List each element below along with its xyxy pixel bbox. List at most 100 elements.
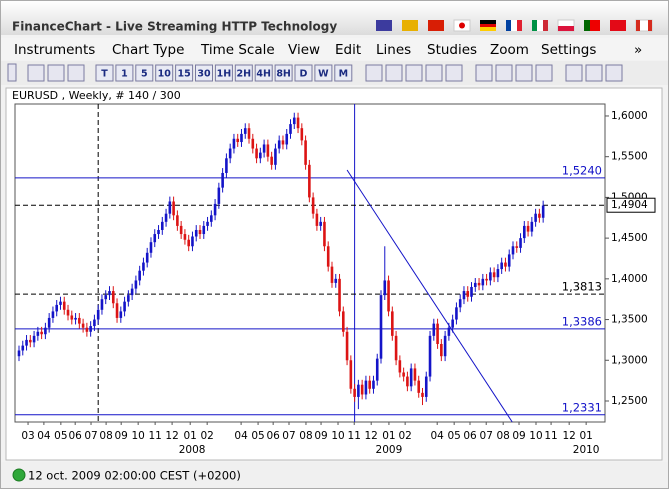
timeframe-button[interactable] [155,64,174,82]
timeframe-button[interactable] [95,64,114,82]
candle-body [157,229,160,235]
candle-body [523,225,526,239]
candle-body [232,138,236,149]
candle-body [311,197,315,214]
timeframe-button[interactable] [294,64,313,82]
menu-item[interactable]: Settings [541,42,596,58]
candle-body [489,272,492,281]
x-tick-label: 10 [529,430,542,442]
candle-body [130,288,134,296]
candle-body [455,307,458,320]
timeframe-label[interactable]: 4H [256,69,271,80]
timeframe-label[interactable]: 10 [158,69,172,80]
candle-body [443,335,447,357]
menu: Instruments Chart Type Time Scale View Edit L… [14,42,642,58]
horizontal-line-label: 1,2331 [562,400,602,414]
timeframe-button[interactable] [175,64,194,82]
timeframe-button[interactable] [135,64,154,82]
x-tick-label: 08 [99,430,112,442]
x-tick-label: 05 [54,430,67,442]
timeframe-label[interactable]: 1 [121,69,128,80]
candle-body [281,140,285,145]
candle-body [292,117,296,125]
candle-body [304,140,307,165]
timeframe-label[interactable]: T [101,69,108,80]
toolbar-icons[interactable] [7,63,623,82]
menu-item[interactable]: Studies [427,42,477,58]
timeframe-button[interactable] [115,64,134,82]
x-tick-label: 06 [266,430,280,442]
candle-body [323,221,326,247]
candle-body [225,158,228,173]
candle-body [341,311,345,332]
candle-body [145,252,149,263]
menu-item[interactable]: View [288,42,320,58]
candle-body [391,311,394,336]
menu-item[interactable]: Time Scale [200,42,275,58]
candle-body [202,225,206,235]
candle-body [206,221,209,226]
timeframe-button[interactable] [254,64,273,82]
timeframe-button[interactable] [214,64,233,82]
x-tick-label: 03 [21,430,34,442]
candle-body [440,343,443,357]
timeframe-label[interactable]: 2H [237,69,252,80]
candle-body [240,133,243,143]
timeframe-label[interactable]: 30 [197,69,211,80]
timeframe-button[interactable] [195,64,213,82]
language-flags[interactable] [376,19,653,32]
x-tick-label: 12 [365,430,378,442]
candle-body [74,317,77,320]
candle-body [451,319,454,328]
menu-item[interactable]: Zoom [490,42,529,58]
horizontal-line-label: 1,5240 [562,163,602,177]
timeframe-button[interactable] [314,64,333,82]
menu-item[interactable]: Lines [376,42,411,58]
x-tick-label: 01 [579,430,592,442]
candle-body [44,327,47,335]
candle-body [534,213,537,222]
menu-item[interactable]: Edit [335,42,361,58]
candle-body [277,140,281,149]
timeframe-label[interactable]: 1H [217,69,232,80]
timeframe-label[interactable]: W [318,69,329,80]
menu-bar [1,38,668,60]
menu-item[interactable]: Chart Type [112,42,184,58]
timeframe-label[interactable]: 8H [276,69,291,80]
candle-body [387,280,390,312]
menu-item[interactable]: Instruments [14,42,95,58]
timeframe-button[interactable] [334,64,353,82]
candle-body [81,323,85,328]
candle-body [334,278,338,283]
candle-body [500,262,503,270]
timeframe-label[interactable]: M [339,69,348,80]
candle-body [100,299,104,310]
x-tick-label: 11 [348,430,361,442]
menu-item[interactable]: » [634,42,642,58]
candle-body [127,295,130,302]
timeframe-button[interactable] [234,64,253,82]
candle-body [300,128,304,141]
candle-body [198,229,202,235]
timeframe-button[interactable] [274,64,293,82]
candle-body [428,335,432,377]
x-year-label: 2009 [376,444,403,456]
candle-body [349,360,353,389]
candle-body [504,262,507,267]
candle-body [213,203,217,216]
status-text: 12 oct. 2009 02:00:00 CEST (+0200) [28,469,241,483]
y-tick-label: 1,5500 [611,151,648,163]
candle-body [477,282,481,286]
candle-body [89,326,92,332]
timeframe-label[interactable]: D [300,69,308,80]
candle-body [360,384,364,395]
candle-body [511,246,515,255]
timeframe-label[interactable]: 15 [177,69,190,80]
candle-body [93,319,96,327]
x-tick-label: 12 [165,430,178,442]
candle-body [515,246,519,248]
chart-title: EURUSD , Weekly, # 140 / 300 [12,89,181,102]
timeframe-label[interactable]: 5 [141,69,148,80]
